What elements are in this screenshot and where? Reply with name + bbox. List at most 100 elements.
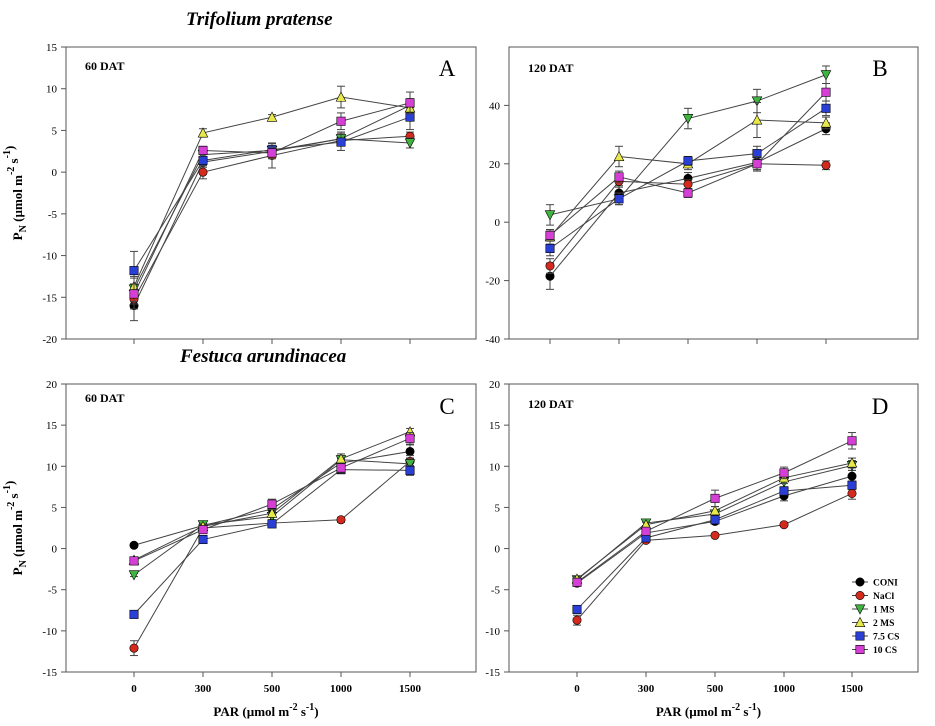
legend-marker <box>855 644 865 654</box>
legend: CONI NaCl 1 MS 2 MS 7.5 CS 10 CS <box>852 577 899 656</box>
panel-annotation: 120 DAT <box>528 61 573 75</box>
y-axis-label: PN (µmol m-2 s-1) <box>2 146 29 241</box>
series-2-ms <box>128 85 416 296</box>
panel-letter: C <box>439 394 454 419</box>
data-point <box>751 96 763 107</box>
data-point <box>336 116 346 126</box>
series-7.5-cs <box>129 464 415 619</box>
series-coni <box>129 444 415 550</box>
series-1-ms <box>128 455 416 581</box>
plot-frame <box>508 46 919 340</box>
x-tick-label: 1500 <box>399 683 422 695</box>
data-point <box>572 577 582 587</box>
y-tick-label: -10 <box>485 626 500 638</box>
y-tick-label: 0 <box>495 217 501 229</box>
y-tick-label: -15 <box>42 292 57 304</box>
series-line <box>549 128 827 277</box>
data-point <box>405 446 415 456</box>
panel-C: -15 -10 -5 0 5 10 15 20 0 300 500 1000 1500 C 60 DAT PN… <box>2 379 477 719</box>
legend-label: NaCl <box>873 592 894 602</box>
panel-letter: D <box>872 394 889 419</box>
x-tick-label: 300 <box>638 683 655 695</box>
y-tick-label: 20 <box>489 379 501 391</box>
data-point <box>405 433 415 443</box>
series-line <box>133 460 411 649</box>
data-point <box>683 179 693 189</box>
species-title-bottom: Festuca arundinacea <box>180 346 347 367</box>
y-tick-label: 15 <box>46 420 58 432</box>
data-point <box>847 480 857 490</box>
legend-marker <box>855 577 865 587</box>
data-point <box>709 505 721 516</box>
data-point <box>129 609 139 619</box>
x-tick-label: 1000 <box>330 683 353 695</box>
data-point <box>572 604 582 614</box>
data-point <box>267 499 277 509</box>
y-tick-label: 15 <box>489 420 501 432</box>
x-axis-label: PAR (µmol m-2 s-1) <box>656 702 761 719</box>
data-point <box>641 526 651 536</box>
data-point <box>710 493 720 503</box>
y-tick-label: -15 <box>485 667 500 679</box>
data-point <box>820 70 832 81</box>
data-point <box>267 148 277 158</box>
series-line <box>133 104 411 306</box>
series-nacl <box>572 487 857 626</box>
data-point <box>128 570 140 581</box>
y-tick-label: 5 <box>495 502 501 514</box>
plot-frame <box>508 383 919 673</box>
data-point <box>335 91 347 102</box>
data-point <box>266 111 278 122</box>
legend-label: 7.5 CS <box>873 633 899 643</box>
panel-letter: B <box>872 56 887 81</box>
x-tick-label: 1000 <box>773 683 796 695</box>
panel-B: -40 -20 0 20 40 B 120 DAT <box>485 46 919 346</box>
species-title-top: Trifolium pratense <box>186 9 333 30</box>
data-point <box>752 159 762 169</box>
y-tick-label: 10 <box>46 461 58 473</box>
data-point <box>779 486 789 496</box>
series-10-cs <box>572 432 857 587</box>
data-point <box>267 519 277 529</box>
y-tick-label: -40 <box>485 334 500 346</box>
data-point <box>129 289 139 299</box>
series-line <box>133 102 411 295</box>
x-tick-label: 500 <box>707 683 724 695</box>
panel-annotation: 60 DAT <box>85 391 124 405</box>
data-point <box>545 243 555 253</box>
legend-label: 1 MS <box>873 606 894 616</box>
data-point <box>821 103 831 113</box>
data-point <box>682 114 694 125</box>
data-point <box>336 137 346 147</box>
data-point <box>779 468 789 478</box>
y-axis-label: PN (µmol m-2 s-1) <box>2 481 29 576</box>
y-tick-label: 0 <box>52 544 58 556</box>
y-tick-label: -15 <box>42 667 57 679</box>
data-point <box>710 530 720 540</box>
panel-D: -15 -10 -5 0 5 10 15 20 0 300 500 1000 1500 D 120 DAT P… <box>485 379 919 719</box>
data-point <box>683 156 693 166</box>
y-tick-label: -10 <box>42 626 57 638</box>
plot-frame <box>65 383 477 673</box>
y-tick-label: -5 <box>48 585 58 597</box>
data-point <box>710 515 720 525</box>
y-tick-label: 10 <box>489 461 501 473</box>
series-nacl <box>129 455 415 657</box>
data-point <box>614 194 624 204</box>
data-point <box>129 266 139 276</box>
data-point <box>613 150 625 161</box>
legend-label: CONI <box>873 579 898 589</box>
series-10-cs <box>129 91 415 305</box>
data-point <box>683 188 693 198</box>
panel-A: -20 -15 -10 -5 0 5 10 15 A 60 DAT PN (µmol m-2 s-1… <box>2 42 477 346</box>
series-1-ms <box>544 65 832 226</box>
data-point <box>821 160 831 170</box>
y-tick-label: 20 <box>46 379 58 391</box>
series-line <box>133 450 411 546</box>
data-point <box>405 98 415 108</box>
panel-annotation: 120 DAT <box>528 397 573 411</box>
data-point <box>545 261 555 271</box>
y-tick-label: 0 <box>52 167 58 179</box>
